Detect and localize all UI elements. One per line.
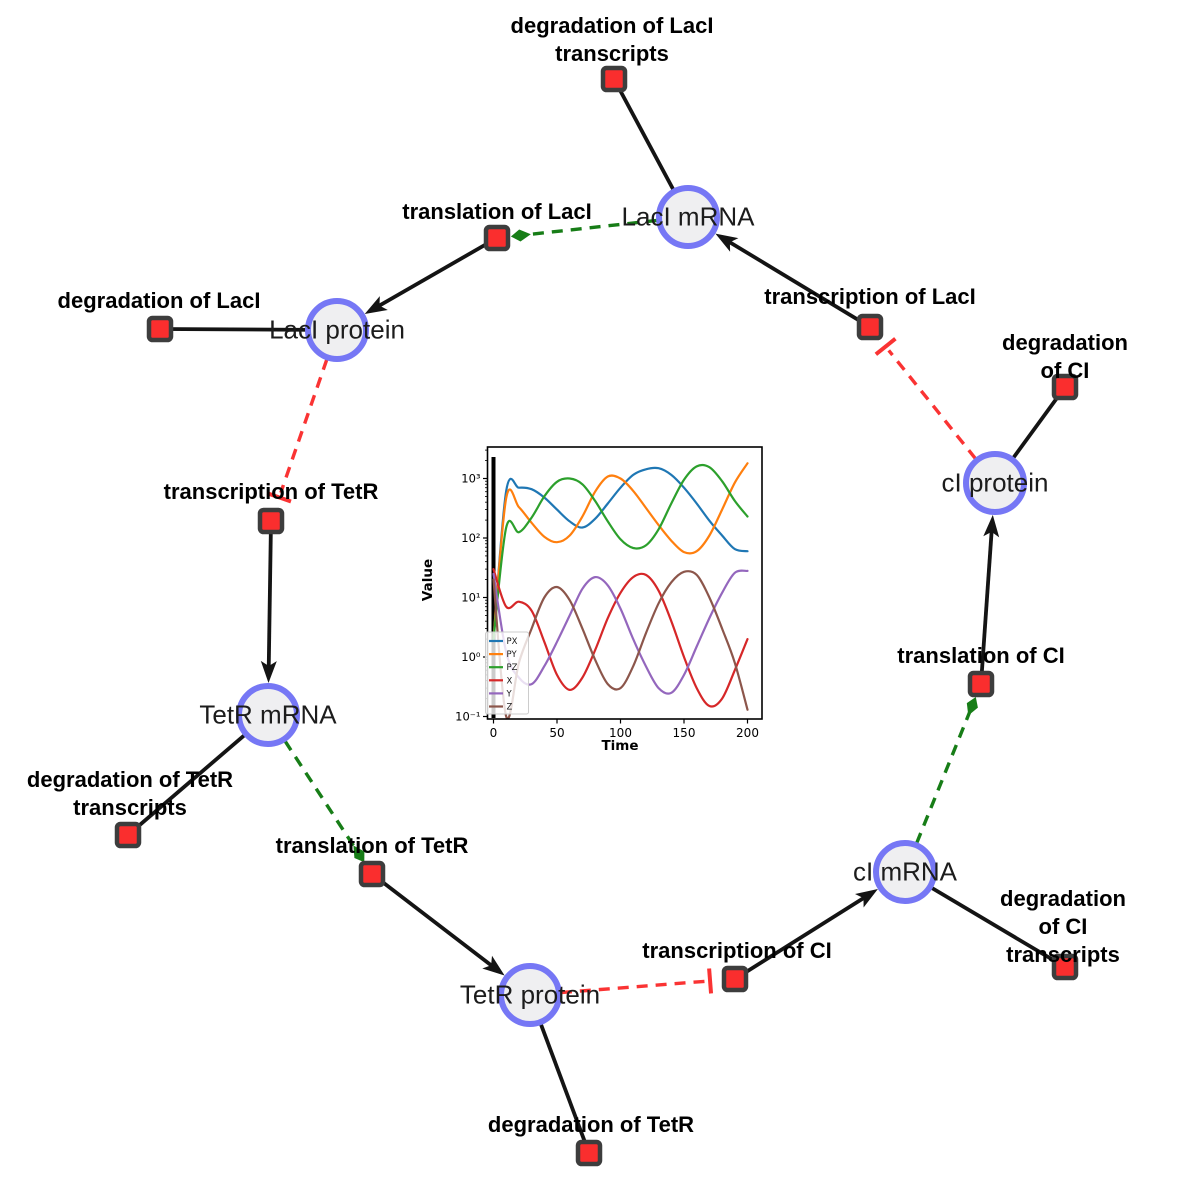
species-node-cI-mRNA [873,840,937,904]
chart-series-PX [492,466,749,641]
y-tick-label: 10² [461,531,480,545]
x-tick-label: 50 [549,726,564,740]
edge-transcr-tetR-tetR-mRNA [266,520,273,674]
species-node-cI-protein [963,451,1027,515]
x-tick-label: 100 [609,726,632,740]
reaction-node-deg-lacI-transcripts [600,65,628,93]
inhibition-tbar-head [266,491,292,504]
arrowhead [983,514,1000,538]
y-tick-label: 10¹ [461,591,480,605]
edge-transcr-lacI-lacI-mRNA [722,237,871,329]
inhibition-tbar-head [707,968,714,994]
legend-label-X: X [507,676,513,686]
edge-tetR-mRNA-transl-tetR [283,740,361,855]
arrowhead [715,233,739,252]
species-node-lacI-mRNA [656,185,720,249]
reaction-node-transcr-cI [721,965,749,993]
legend-label-Y: Y [506,689,513,699]
chart-series-Y [492,569,749,695]
nodes-layer [114,65,1079,1167]
x-tick-label: 200 [736,726,759,740]
chart-series-Z [492,570,749,719]
edge-tetR-protein-transcr-cI [560,979,706,995]
chart-series-PZ [492,463,749,641]
x-tick-label: 0 [490,726,498,740]
x-tick-label: 150 [673,726,696,740]
legend-label-PY: PY [507,650,518,660]
reaction-node-transl-cI [967,670,995,698]
legend-label-PZ: PZ [507,663,518,673]
reaction-node-deg-lacI [146,315,174,343]
reaction-node-deg-tetR [575,1139,603,1167]
edge-transl-lacI-lacI-protein [372,236,498,311]
y-tick-label: 10⁰ [461,650,481,664]
edge-transcr-cI-cI-mRNA [733,892,871,981]
reaction-node-deg-cI-transcripts [1051,953,1079,981]
reaction-node-deg-cI [1051,373,1079,401]
modifier-diamond-head [966,697,978,716]
reaction-node-deg-tetR-transcripts [114,821,142,849]
chart-background [487,447,762,719]
reaction-node-transcr-tetR [257,507,285,535]
y-tick-label: 10³ [461,472,481,486]
reaction-node-transl-lacI [483,224,511,252]
inhibition-tbar-head [874,337,897,356]
reaction-node-transcr-lacI [856,313,884,341]
edge-transl-cI-cI-protein [979,524,994,685]
species-node-lacI-protein [305,298,369,362]
inset-chart: 0 50 100 150 200 10⁻¹ 10⁰ 10¹ 10² 10³ Time Value PX P… [420,446,763,754]
modifier-diamond-head [510,229,531,242]
edge-transl-tetR-tetR-protein [370,872,498,971]
edge-lacI-protein-transcr-tetR [279,358,329,494]
edge-cI-protein-transcr-lacI [887,349,977,460]
edge-cI-mRNA-transl-cI [915,705,974,844]
y-axis-title: Value [420,559,436,601]
legend-label-Z: Z [507,703,513,713]
species-node-tetR-protein [498,963,562,1027]
arrowhead [855,889,878,908]
arrowhead [482,955,505,976]
edge-lacI-mRNA-transl-lacI [520,218,658,238]
chart-frame [486,446,763,720]
chart-series-PY [492,462,749,641]
modifier-diamond-head [353,845,365,863]
y-tick-label: 10⁻¹ [455,710,480,724]
x-axis-title: Time [601,738,638,754]
species-node-tetR-mRNA [236,683,300,747]
reaction-node-transl-tetR [358,860,386,888]
arrowhead [260,660,277,683]
legend-label-PX: PX [507,637,518,647]
arrowhead [364,296,388,314]
